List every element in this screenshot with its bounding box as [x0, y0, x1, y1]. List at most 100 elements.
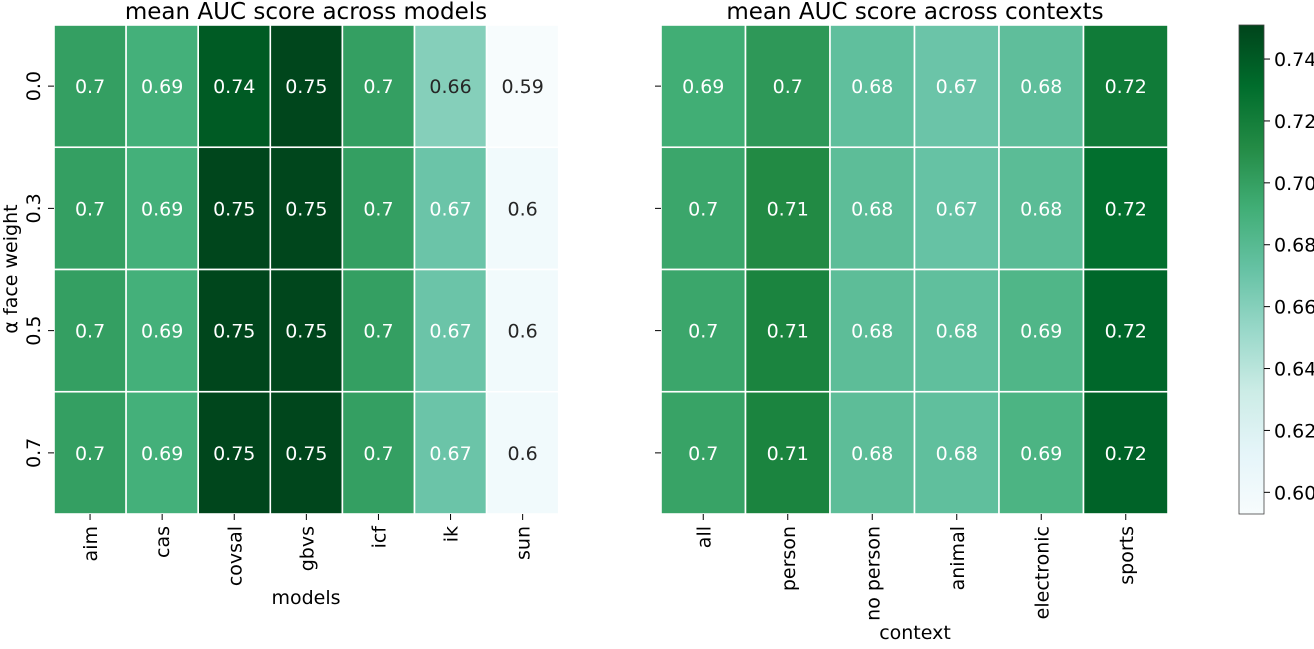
cell-value-label: 0.74: [213, 76, 255, 98]
cell-value-label: 0.66: [429, 76, 471, 98]
colorbar-tick-label: 0.66: [1274, 297, 1314, 319]
cell-value-label: 0.75: [285, 198, 327, 220]
heatmap-cell: [269, 390, 344, 515]
cell-value-label: 0.67: [429, 443, 471, 465]
heatmap-cell: [413, 268, 488, 393]
colorbar-tick-label: 0.70: [1274, 173, 1314, 195]
chart-title-models: mean AUC score across models: [125, 0, 487, 25]
cell-value-label: 0.67: [936, 198, 978, 220]
cell-value-label: 0.72: [1105, 198, 1147, 220]
cell-value-label: 0.68: [1020, 76, 1062, 98]
cell-value-label: 0.69: [141, 198, 183, 220]
x-tick-label: ik: [441, 526, 463, 542]
cell-value-label: 0.68: [851, 76, 893, 98]
x-tick-label: icf: [368, 525, 390, 549]
x-tick-label: covsal: [224, 526, 246, 586]
cell-value-label: 0.7: [363, 198, 393, 220]
cell-value-label: 0.68: [1020, 198, 1062, 220]
cell-value-label: 0.68: [851, 198, 893, 220]
heatmap-cell: [913, 390, 1000, 515]
colorbar-tick-label: 0.62: [1274, 420, 1314, 442]
cell-value-label: 0.6: [508, 321, 538, 343]
cell-value-label: 0.7: [773, 76, 803, 98]
heatmap-cell: [829, 390, 916, 515]
heatmap-cell: [913, 24, 1000, 149]
cell-value-label: 0.59: [501, 76, 543, 98]
heatmap-cell: [341, 146, 416, 271]
y-tick-label: 0.0: [23, 71, 45, 101]
cell-value-label: 0.7: [75, 198, 105, 220]
heatmap-cell: [197, 24, 272, 149]
cell-value-label: 0.7: [75, 321, 105, 343]
colorbar: 0.60 0.62 0.64 0.66 0.68 0.70 0.72 0.74: [1238, 24, 1314, 515]
colorbar-tick-label: 0.72: [1274, 111, 1314, 133]
cell-value-label: 0.75: [213, 321, 255, 343]
cell-value-label: 0.75: [285, 443, 327, 465]
colorbar-tick-label: 0.74: [1274, 49, 1314, 71]
cell-value-label: 0.68: [851, 321, 893, 343]
heatmap-cell: [660, 24, 747, 149]
cell-value-label: 0.71: [767, 198, 809, 220]
cell-value-label: 0.75: [213, 443, 255, 465]
x-tick-label: gbvs: [296, 526, 318, 571]
cell-value-label: 0.72: [1105, 321, 1147, 343]
heatmap-cell: [53, 390, 127, 515]
y-ticks-models: 0.0 0.3 0.5 0.7: [23, 71, 54, 468]
colorbar-tick-label: 0.64: [1274, 359, 1314, 381]
y-ticks-contexts: [655, 85, 661, 454]
cell-value-label: 0.69: [682, 76, 724, 98]
cell-value-label: 0.7: [75, 76, 105, 98]
colorbar-tick-label: 0.60: [1274, 482, 1314, 504]
cell-value-label: 0.69: [141, 76, 183, 98]
cell-value-label: 0.7: [688, 321, 718, 343]
y-tick-label: 0.3: [23, 193, 45, 223]
cell-value-label: 0.67: [429, 198, 471, 220]
heatmap-cells-models: 0.7 0.69 0.74 0.75 0.7 0.66 0.59 0.7 0.69 0.75 0.7…: [53, 24, 560, 515]
cell-value-label: 0.75: [285, 321, 327, 343]
heatmap-contexts: mean AUC score across contexts 0.69 0.7 0.…: [655, 0, 1169, 644]
cell-value-label: 0.69: [141, 443, 183, 465]
heatmap-cell: [197, 146, 272, 271]
x-tick-label: person: [778, 526, 800, 591]
cell-value-label: 0.75: [213, 198, 255, 220]
heatmap-cells-contexts: 0.69 0.7 0.68 0.67 0.68 0.72 0.7 0.71 0.68 0.67 0.…: [660, 24, 1169, 515]
heatmap-cell: [413, 390, 488, 515]
colorbar-ticks: 0.60 0.62 0.64 0.66 0.68 0.70 0.72 0.74: [1264, 49, 1314, 504]
cell-value-label: 0.7: [688, 198, 718, 220]
y-axis-label: α face weight: [0, 204, 22, 333]
x-tick-label: sun: [513, 526, 535, 560]
x-tick-label: all: [693, 526, 715, 548]
heatmap-cell: [485, 146, 560, 271]
cell-value-label: 0.7: [363, 76, 393, 98]
heatmap-cell: [744, 390, 831, 515]
cell-value-label: 0.68: [936, 321, 978, 343]
cell-value-label: 0.7: [75, 443, 105, 465]
x-ticks-models: aim cas covsal gbvs icf ik sun: [80, 514, 535, 586]
x-tick-label: cas: [152, 526, 174, 558]
heatmap-cell: [125, 268, 199, 393]
cell-value-label: 0.7: [363, 443, 393, 465]
cell-value-label: 0.69: [141, 321, 183, 343]
cell-value-label: 0.72: [1105, 443, 1147, 465]
x-tick-label: sports: [1116, 526, 1138, 585]
heatmap-cell: [125, 24, 199, 149]
chart-title-contexts: mean AUC score across contexts: [726, 0, 1103, 25]
cell-value-label: 0.67: [936, 76, 978, 98]
cell-value-label: 0.7: [688, 443, 718, 465]
heatmap-cell: [998, 24, 1085, 149]
heatmap-cell: [1082, 390, 1169, 515]
colorbar-gradient: [1238, 24, 1265, 515]
heatmap-cell: [829, 146, 916, 271]
heatmap-cell: [744, 268, 831, 393]
cell-value-label: 0.69: [1020, 443, 1062, 465]
heatmap-cell: [485, 268, 560, 393]
cell-value-label: 0.71: [767, 443, 809, 465]
heatmap-cell: [341, 268, 416, 393]
cell-value-label: 0.6: [508, 443, 538, 465]
heatmap-cell: [1082, 268, 1169, 393]
cell-value-label: 0.68: [851, 443, 893, 465]
heatmap-cell: [913, 268, 1000, 393]
heatmap-cell: [53, 24, 127, 149]
heatmap-cell: [829, 268, 916, 393]
